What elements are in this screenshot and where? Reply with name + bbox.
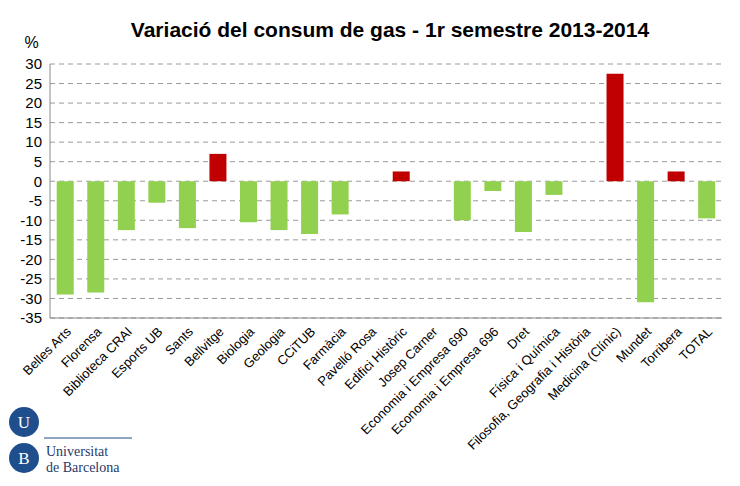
svg-text:-25: -25 [20,270,42,287]
svg-text:B: B [18,449,29,468]
svg-text:-30: -30 [20,290,42,307]
svg-text:25: 25 [25,75,42,92]
svg-text:Biologia: Biologia [213,324,258,368]
svg-text:-5: -5 [29,192,42,209]
svg-text:Josep Carner: Josep Carner [374,324,441,390]
svg-text:Dret: Dret [504,324,533,352]
svg-text:30: 30 [25,55,42,72]
svg-text:Economia i Empresa 690: Economia i Empresa 690 [357,324,471,438]
svg-text:Medicina (Clínic): Medicina (Clínic) [545,324,624,403]
svg-text:Pavelló Rosa: Pavelló Rosa [314,324,380,389]
svg-text:Filosofia, Geografia i Històri: Filosofia, Geografia i Història [465,324,594,453]
svg-text:Florensa: Florensa [58,324,105,371]
svg-text:%: % [24,34,38,51]
svg-text:-15: -15 [20,231,42,248]
svg-text:de Barcelona: de Barcelona [46,460,120,475]
svg-text:Sants: Sants [162,324,197,359]
svg-text:-20: -20 [20,251,42,268]
html-text:Variació del consum de gas - 1: Variació del consum de gas - 1r semestre… [130,18,650,41]
svg-text:Torribera: Torribera [638,323,685,370]
svg-text:0: 0 [34,173,42,190]
svg-text:Geologia: Geologia [240,324,288,372]
svg-text:10: 10 [25,133,42,150]
svg-text:CCiTUB: CCiTUB [274,324,319,369]
svg-text:TOTAL: TOTAL [676,324,715,363]
svg-text:Belles Arts: Belles Arts [19,324,74,379]
svg-text:15: 15 [25,114,42,131]
svg-text:-35: -35 [20,309,42,326]
svg-text:Universitat: Universitat [46,444,108,459]
svg-text:U: U [18,413,30,432]
svg-text:-10: -10 [20,212,42,229]
svg-text:Mundet: Mundet [613,324,655,366]
svg-text:20: 20 [25,94,42,111]
svg-text:Física i Química: Física i Química [486,324,563,401]
svg-text:Bellvitge: Bellvitge [181,324,227,370]
svg-text:5: 5 [34,153,42,170]
svg-text:Economia i Empresa 696: Economia i Empresa 696 [388,324,501,437]
svg-text:Edifici Històric: Edifici Històric [341,324,410,393]
svg-text:Biblioteca CRAI: Biblioteca CRAI [60,324,135,399]
svg-text:Farmàcia: Farmàcia [299,324,349,373]
svg-text:Esports UB: Esports UB [108,324,165,381]
